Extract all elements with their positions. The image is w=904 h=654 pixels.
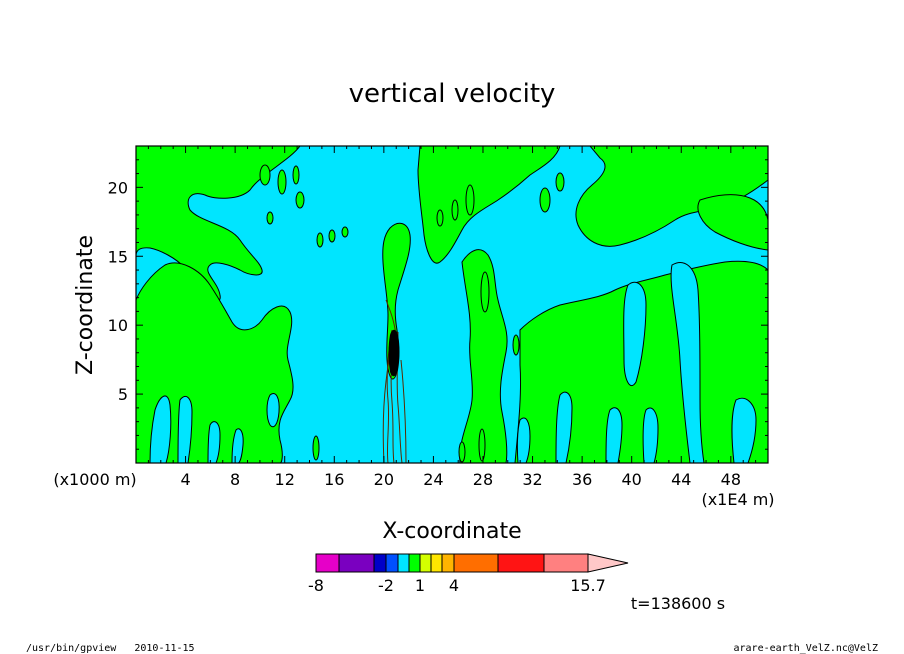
positive-blob [480,271,490,313]
plot-frame [135,145,769,464]
positive-blob [328,229,336,243]
positive-region-right-edge [697,194,768,251]
colorbar-segment [397,553,410,573]
updraft-contour [382,359,390,463]
colorbar: -8 -2 1 4 15.7 [308,553,629,595]
negative-pocket-left-3 [207,421,221,463]
y-axis-label: Z-coordinate [73,235,98,375]
positive-blob [451,199,459,221]
positive-blob [341,226,349,238]
x-tick-label: 36 [572,470,592,489]
x-tick-label: 24 [423,470,443,489]
colorbar-arrow [587,553,629,573]
field-negative-pockets [149,262,757,463]
positive-blob [295,191,305,209]
footer-left: /usr/bin/gpview 2010-11-15 [26,643,195,654]
positive-blob [465,184,475,216]
colorbar-segment [453,553,499,573]
x-tick-label: 44 [671,470,691,489]
x-tick-label: 4 [180,470,190,489]
field-positive-blobs [259,164,565,463]
chart-title: vertical velocity [349,79,556,109]
x-tick-label: 40 [622,470,642,489]
colorbar-segment [315,553,340,573]
x-tick-label: 20 [374,470,394,489]
positive-blob [539,187,551,213]
colorbar-segment [373,553,387,573]
colorbar-segment [385,553,399,573]
colorbar-segment [419,553,432,573]
positive-blob [277,169,287,195]
positive-region-mid-upper [417,146,561,264]
colorbar-segment [408,553,421,573]
negative-pocket-right-7 [516,417,531,463]
negative-pocket-left-2 [177,396,193,463]
colorbar-segment [441,553,455,573]
negative-pocket-right-2 [670,262,705,463]
negative-pocket-right-6 [731,397,757,463]
negative-pocket-left-4 [266,393,280,428]
colorbar-label: 15.7 [570,576,606,595]
positive-blob [266,211,274,225]
positive-blob [478,428,486,462]
updraft-contour [400,359,407,463]
colorbar-segment [338,553,375,573]
positive-region-mid-lower [459,249,508,463]
colorbar-label: -2 [378,576,394,595]
positive-blob [436,209,444,227]
y-tick-label: 5 [118,385,128,404]
y-tick-label: 20 [108,178,128,197]
positive-blob [312,435,320,461]
negative-pocket-right-4 [605,407,623,463]
positive-region-left-lower [136,262,294,463]
colorbar-label: -8 [308,576,324,595]
time-annotation: t=138600 s [631,594,725,613]
x-tick-label: 8 [230,470,240,489]
x-unit-right: (x1E4 m) [701,490,774,509]
y-tick-label: 10 [108,316,128,335]
colorbar-segment [543,553,589,573]
x-tick-label: 16 [324,470,344,489]
x-unit-left: (x1000 m) [53,470,136,489]
positive-blob [512,334,520,356]
x-axis-label: X-coordinate [382,519,521,544]
positive-blob [259,164,271,186]
x-tick-label: 32 [522,470,542,489]
colorbar-segment [430,553,443,573]
colorbar-label: 1 [415,576,425,595]
positive-blob [555,172,565,192]
colorbar-segment [497,553,545,573]
negative-pocket-right-3 [555,391,573,463]
colorbar-label: 4 [449,576,459,595]
negative-pocket-left [149,395,172,463]
positive-blob [458,441,466,463]
negative-pocket-left-5 [231,428,244,463]
footer-right: arare-earth_VelZ.nc@VelZ [734,643,879,654]
x-tick-label: 28 [473,470,493,489]
y-tick-label: 15 [108,247,128,266]
positive-blob [292,165,300,185]
negative-pocket-right-1 [623,281,647,387]
x-tick-label: 48 [721,470,741,489]
positive-blob [316,232,324,248]
field-positive-regions [136,146,768,463]
updraft-core [388,329,400,377]
negative-pocket-right-5 [642,407,659,463]
x-tick-label: 12 [275,470,295,489]
